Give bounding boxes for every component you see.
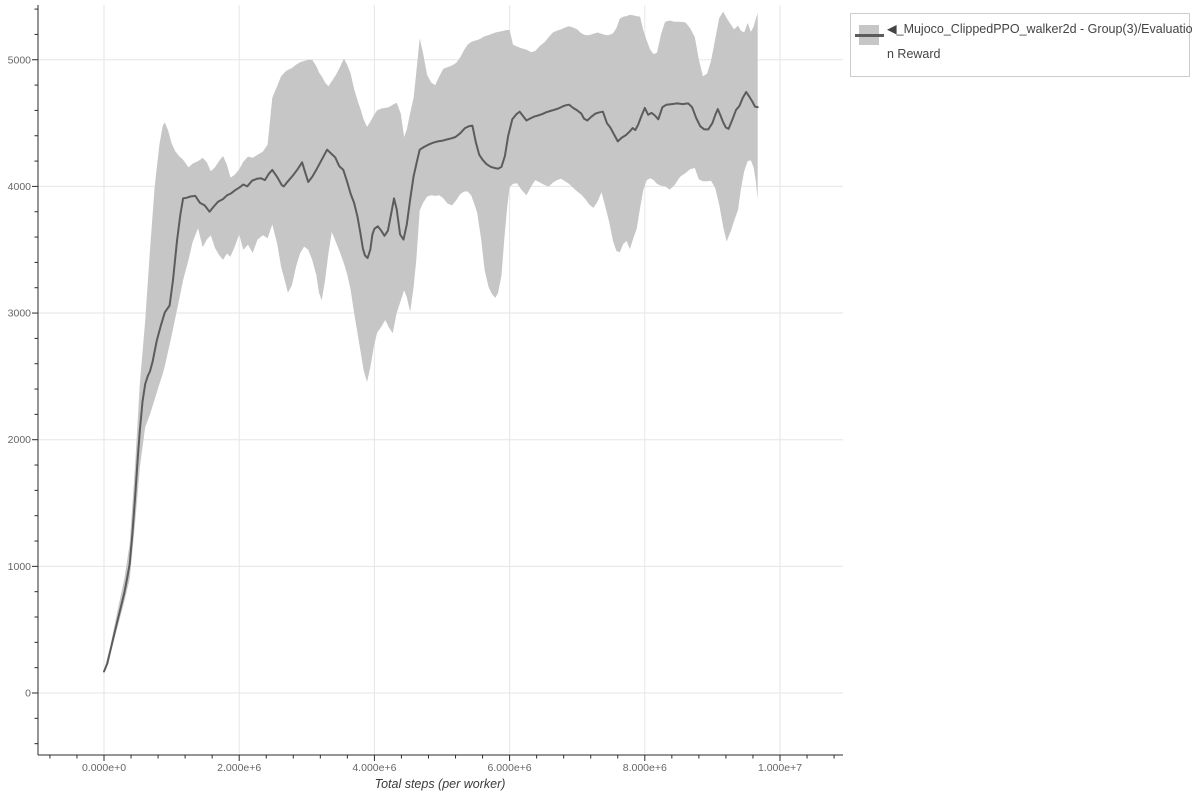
tick-labels: 0.000e+0 2.000e+6 4.000e+6 6.000e+6 8.000e+6… (8, 54, 803, 774)
legend-label-line2: n Reward (887, 47, 941, 61)
axes (32, 5, 843, 761)
legend-label: ◀_Mujoco_ClippedPPO_walker2d - Group(3)/… (887, 17, 1193, 67)
uncertainty-band-fill (104, 11, 758, 673)
y-tick-label: 3000 (8, 308, 32, 320)
y-tick-label: 0 (25, 688, 31, 700)
uncertainty-band (104, 11, 758, 673)
legend-item[interactable]: ◀_Mujoco_ClippedPPO_walker2d - Group(3)/… (850, 13, 1193, 77)
x-tick-label: 8.000e+6 (623, 762, 667, 774)
y-tick-label: 5000 (8, 54, 32, 66)
mean-reward-line (103, 91, 759, 673)
y-tick-label: 2000 (8, 434, 32, 446)
x-axis-title: Total steps (per worker) (374, 777, 506, 791)
y-tick-label: 1000 (8, 561, 32, 573)
x-tick-label: 0.000e+0 (82, 762, 126, 774)
x-tick-label: 1.000e+7 (758, 762, 802, 774)
legend-line-swatch (855, 33, 884, 37)
x-tick-label: 6.000e+6 (488, 762, 532, 774)
x-tick-label: 4.000e+6 (352, 762, 396, 774)
legend-label-line1: ◀_Mujoco_ClippedPPO_walker2d - Group(3)/… (887, 22, 1193, 36)
legend-band-swatch (855, 25, 884, 45)
x-tick-label: 2.000e+6 (217, 762, 261, 774)
y-tick-label: 4000 (8, 181, 32, 193)
mean-line (103, 91, 759, 673)
